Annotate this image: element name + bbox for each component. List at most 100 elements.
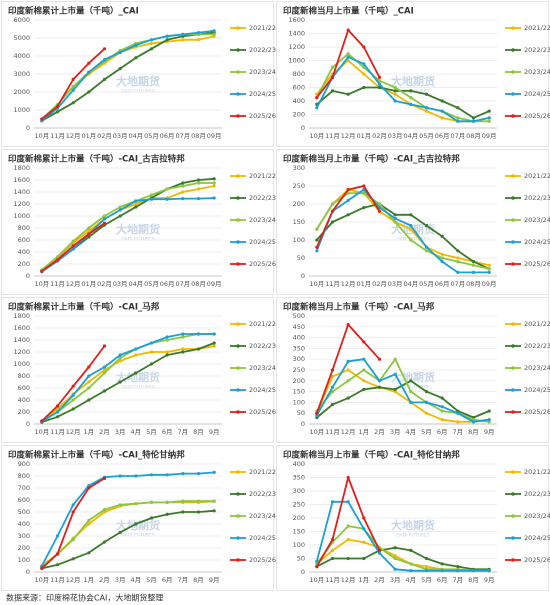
point [118, 353, 122, 357]
point [134, 502, 138, 506]
series-line [41, 477, 105, 570]
point [212, 181, 216, 185]
x-tick-label: 3月 [115, 428, 126, 436]
x-tick-label: 7月 [453, 428, 464, 436]
point [134, 353, 138, 357]
x-tick-label: 1月 [359, 428, 370, 436]
point [55, 404, 60, 408]
legend-marker [511, 196, 515, 200]
x-tick-label: 01月 [81, 132, 96, 140]
x-tick-label: 5月 [146, 428, 157, 436]
x-tick-label: 01月 [81, 280, 96, 288]
watermark: 大地期货 [116, 222, 160, 236]
point [87, 518, 91, 522]
point [212, 196, 216, 200]
watermark-sub: DADI FUTURES [121, 385, 155, 391]
series-line [316, 379, 490, 419]
point [165, 335, 169, 339]
x-tick-label: 9月 [209, 428, 220, 436]
x-tick-label: 06月 [160, 132, 175, 140]
x-tick-label: 07月 [450, 280, 465, 288]
point [346, 323, 350, 327]
point [424, 400, 429, 404]
y-tick-label: 450 [293, 323, 305, 331]
point [165, 512, 169, 516]
series-line [316, 525, 490, 572]
point [149, 38, 154, 42]
point [102, 371, 107, 375]
y-tick-label: 150 [293, 528, 305, 536]
legend-marker [236, 48, 240, 52]
point [362, 540, 366, 544]
point [346, 52, 350, 56]
legend-marker [236, 344, 240, 348]
y-tick-label: 0 [26, 272, 30, 280]
y-tick-label: 200 [293, 514, 305, 522]
legend-marker [511, 388, 515, 392]
y-tick-label: 1600 [13, 324, 30, 332]
legend-label: 2021/22 [524, 24, 550, 32]
x-tick-label: 4月 [131, 428, 142, 436]
watermark-sub: DADI FUTURES [121, 237, 155, 243]
y-tick-label: 3000 [13, 70, 30, 78]
point [362, 516, 366, 520]
point [212, 177, 216, 181]
y-tick-label: 300 [293, 164, 305, 172]
x-tick-label: 5月 [146, 576, 157, 584]
legend-marker [511, 558, 515, 562]
point [71, 384, 75, 388]
point [196, 332, 201, 336]
point [456, 420, 460, 424]
point [440, 99, 444, 103]
point [456, 411, 460, 415]
point [102, 77, 107, 81]
x-tick-label: 08月 [466, 280, 481, 288]
y-tick-label: 200 [18, 260, 30, 268]
point [393, 89, 397, 93]
x-tick-label: 4月 [406, 428, 417, 436]
legend-marker [236, 174, 240, 178]
point [87, 486, 91, 490]
chart-title: 印度新棉当月上市量（千吨）_CAI [283, 6, 414, 17]
point [165, 350, 169, 354]
point [102, 58, 107, 62]
x-tick-label: 9月 [484, 428, 495, 436]
point [40, 566, 44, 570]
x-tick-label: 04月 [128, 280, 143, 288]
point [330, 548, 335, 552]
point [87, 235, 91, 239]
point [456, 106, 460, 110]
series-line [315, 369, 490, 423]
point [330, 556, 335, 561]
y-tick-label: 1800 [13, 164, 30, 172]
point [330, 202, 335, 206]
legend-marker [236, 322, 240, 326]
point [440, 252, 444, 256]
x-tick-label: 8月 [468, 576, 479, 584]
legend-marker [511, 262, 515, 266]
chart-title: 印度新棉累计上市量（千吨）-CAI_特伦甘纳邦 [8, 450, 185, 461]
point [315, 559, 319, 563]
y-tick-label: 800 [18, 372, 30, 380]
point [487, 409, 491, 413]
point [71, 393, 75, 397]
legend-label: 2025/26 [249, 260, 276, 268]
legend-label: 2022/23 [524, 342, 550, 350]
point [55, 407, 60, 411]
point [424, 556, 429, 561]
point [424, 569, 429, 573]
x-tick-label: 03月 [388, 280, 403, 288]
point [424, 390, 429, 394]
point [409, 227, 413, 231]
point [102, 47, 107, 51]
point [456, 565, 460, 569]
y-tick-label: 0 [26, 420, 30, 428]
point [165, 34, 169, 38]
point [71, 557, 75, 561]
series-line [315, 188, 490, 274]
watermark: 大地期货 [391, 74, 435, 88]
point [377, 202, 382, 206]
y-tick-label: 100 [293, 541, 305, 549]
point [149, 41, 154, 46]
